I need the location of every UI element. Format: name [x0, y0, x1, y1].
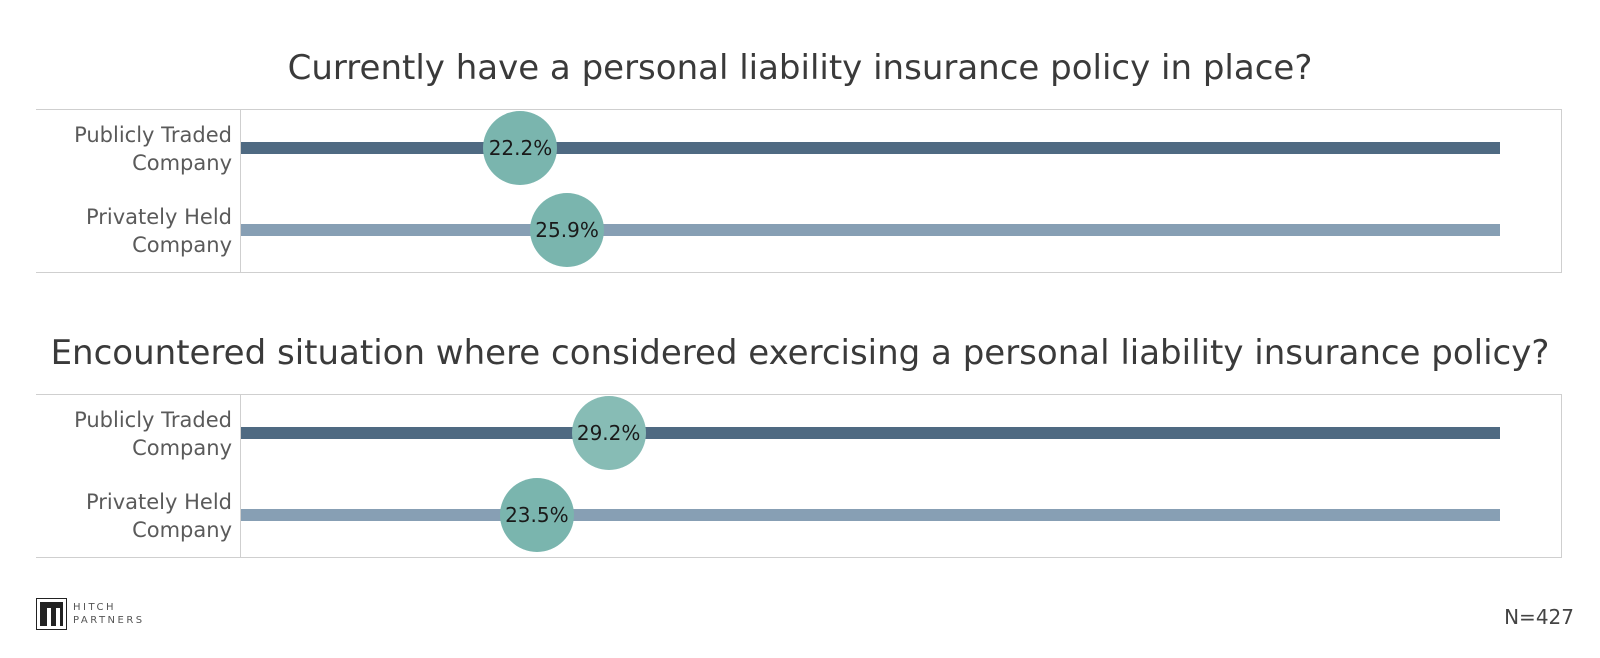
- sample-size: N=427: [1504, 605, 1574, 629]
- row-label-public: Publicly Traded Company: [36, 121, 232, 177]
- logo-text-line: PARTNERS: [73, 615, 145, 626]
- row-label-line: Publicly Traded: [74, 123, 232, 147]
- logo-text-line: HITCH: [73, 602, 116, 613]
- value-marker-public: 29.2%: [571, 396, 646, 470]
- chart-panel-1: Publicly Traded Company 22.2% Privately …: [36, 109, 1562, 273]
- logo-text: HITCH PARTNERS: [73, 601, 145, 627]
- chart-panel-2: Publicly Traded Company 29.2% Privately …: [36, 394, 1562, 558]
- row-label-line: Privately Held: [85, 490, 232, 514]
- value-marker-public: 22.2%: [483, 111, 558, 185]
- label-divider: [240, 110, 241, 272]
- row-label-line: Company: [132, 436, 232, 460]
- value-marker-private: 23.5%: [499, 478, 574, 552]
- row-label-line: Company: [132, 518, 232, 542]
- value-label: 29.2%: [576, 421, 641, 445]
- track-private: [241, 509, 1500, 521]
- value-label: 25.9%: [535, 218, 599, 242]
- value-label: 22.2%: [488, 136, 553, 160]
- row-label-public: Publicly Traded Company: [36, 406, 232, 462]
- row-label-line: Publicly Traded: [74, 408, 232, 432]
- row-label-private: Privately Held Company: [36, 488, 232, 544]
- row-label-line: Company: [132, 233, 232, 257]
- track-private: [241, 224, 1500, 236]
- company-logo: HITCH PARTNERS: [36, 598, 145, 630]
- value-label: 23.5%: [505, 503, 569, 527]
- chart-title-2: Encountered situation where considered e…: [50, 333, 1550, 373]
- track-public: [241, 427, 1500, 439]
- row-label-private: Privately Held Company: [36, 203, 232, 259]
- track-public: [241, 142, 1500, 154]
- label-divider: [240, 395, 241, 557]
- logo-mark-icon: [36, 598, 67, 630]
- value-marker-private: 25.9%: [530, 193, 605, 267]
- row-label-line: Company: [132, 151, 232, 175]
- row-label-line: Privately Held: [85, 205, 232, 229]
- chart-title-1: Currently have a personal liability insu…: [287, 48, 1313, 88]
